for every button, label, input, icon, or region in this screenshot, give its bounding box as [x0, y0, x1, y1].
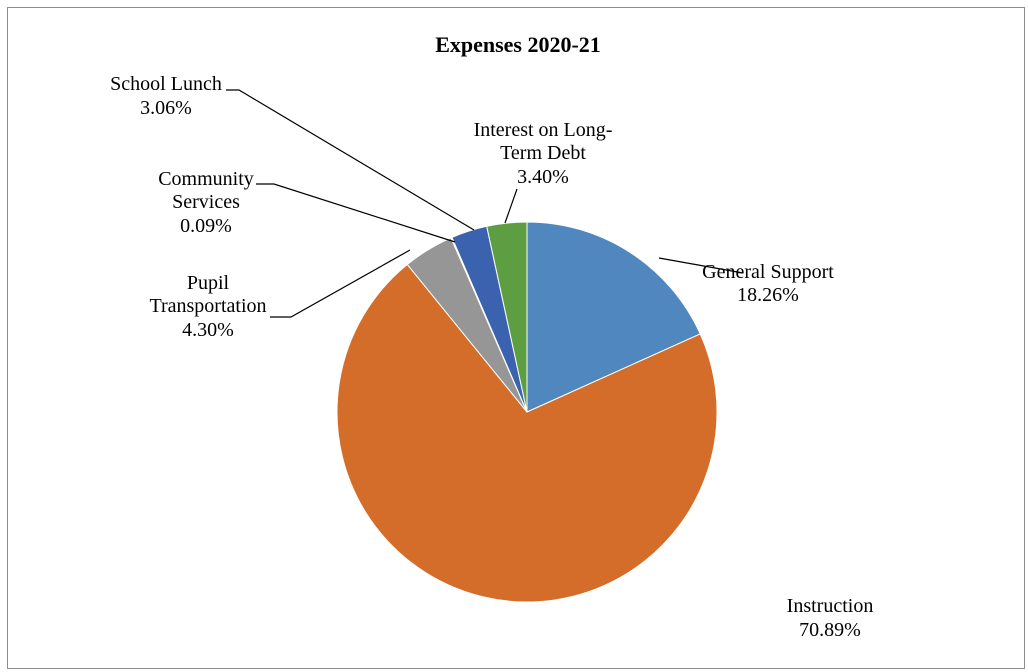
slice-label-general-support: General Support: [702, 261, 834, 283]
chart-frame: Expenses 2020-21 General Support 18.26% In…: [7, 7, 1025, 669]
leader-line: [270, 249, 411, 318]
leader-lines: [226, 89, 744, 318]
slice-value-pupil-transportation: 4.30%: [182, 319, 234, 341]
slice-label-pupil-transportation: Pupil Transportation: [149, 272, 266, 317]
slice-label-instruction: Instruction: [787, 595, 874, 617]
leader-line: [256, 183, 456, 243]
leader-line: [226, 89, 475, 231]
slice-value-community-services: 0.09%: [180, 215, 232, 237]
slice-label-school-lunch: School Lunch: [110, 73, 222, 95]
leader-line: [504, 188, 518, 224]
slice-value-instruction: 70.89%: [799, 619, 861, 641]
chart-title: Expenses 2020-21: [435, 32, 601, 57]
leader-line: [658, 257, 744, 274]
pie-slice-general-support: [526, 221, 701, 413]
slice-value-school-lunch: 3.06%: [140, 97, 192, 119]
slice-label-interest-on-long-term-debt: Interest on Long-Term Debt: [474, 119, 613, 164]
pie-slices: [336, 221, 718, 603]
pie-slice-interest-on-long-term-debt: [486, 221, 528, 413]
slice-label-community-services: Community Services: [158, 168, 254, 213]
slice-value-general-support: 18.26%: [737, 284, 799, 306]
pie-slice-instruction: [336, 263, 718, 603]
slice-value-interest-on-long-term-debt: 3.40%: [517, 166, 569, 188]
